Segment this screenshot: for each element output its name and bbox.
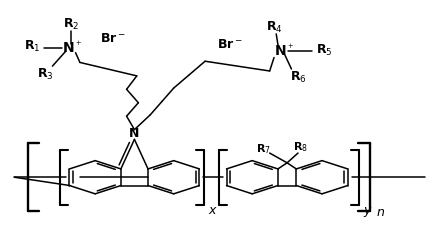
Text: Br$^-$: Br$^-$ (99, 32, 125, 44)
Text: $^+$: $^+$ (286, 43, 293, 54)
Text: R$_4$: R$_4$ (265, 20, 282, 35)
Text: y: y (362, 204, 370, 217)
Text: R$_7$: R$_7$ (255, 143, 270, 156)
Text: Br$^-$: Br$^-$ (217, 38, 243, 51)
Text: N: N (274, 44, 286, 59)
Text: R$_1$: R$_1$ (24, 39, 40, 54)
Text: $^+$: $^+$ (74, 40, 82, 50)
Text: R$_3$: R$_3$ (37, 67, 53, 82)
Text: N: N (63, 41, 74, 55)
Text: R$_8$: R$_8$ (292, 140, 307, 154)
Text: n: n (376, 206, 384, 219)
Text: R$_6$: R$_6$ (289, 70, 306, 85)
Text: R$_5$: R$_5$ (315, 43, 332, 58)
Text: N: N (129, 127, 139, 140)
Text: x: x (208, 204, 215, 217)
Text: R$_2$: R$_2$ (63, 17, 79, 32)
